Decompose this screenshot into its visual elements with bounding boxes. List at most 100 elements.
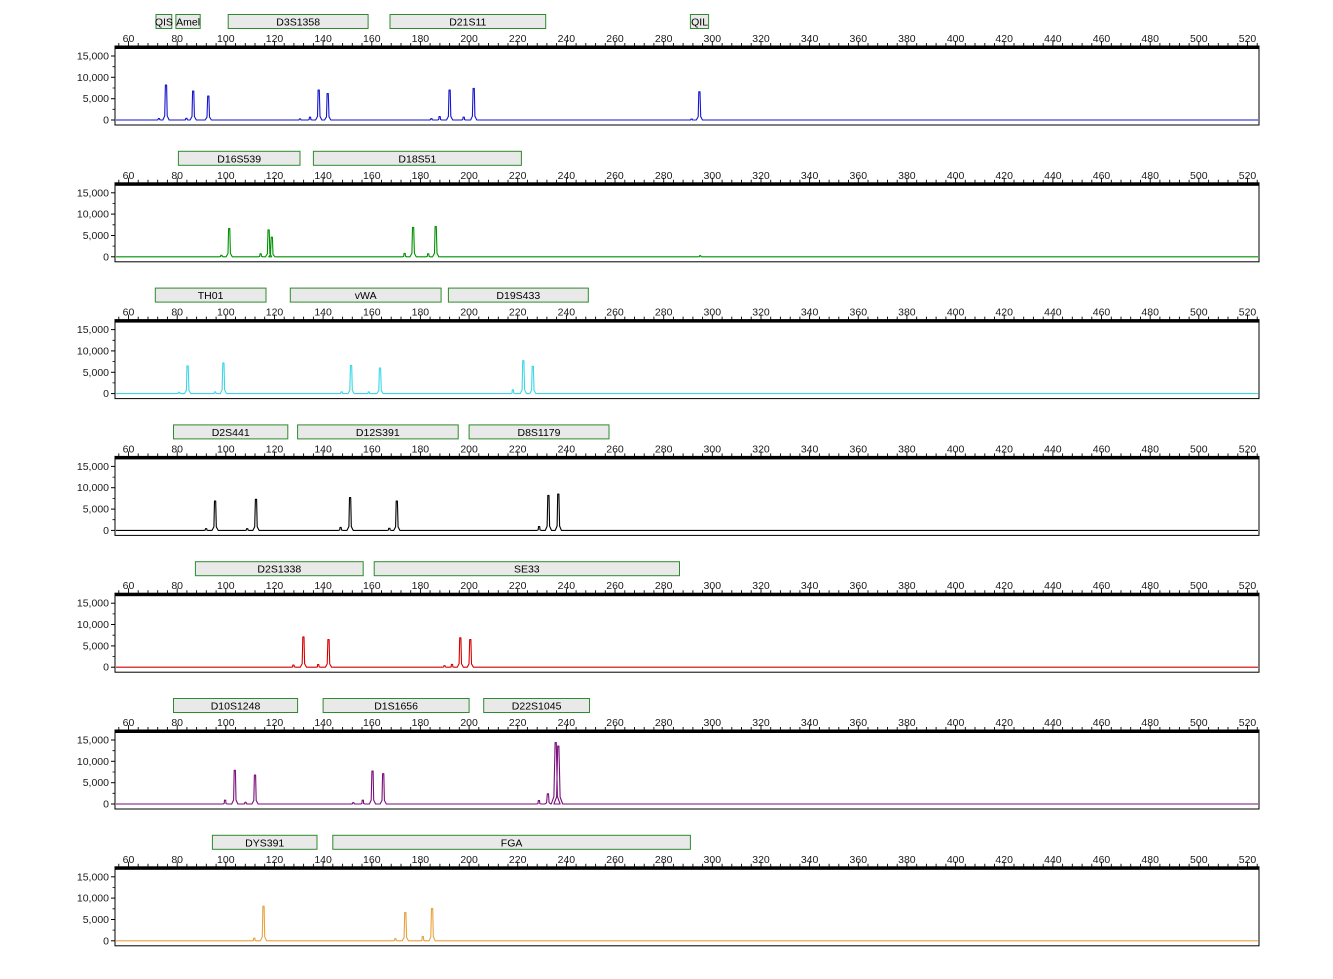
x-tick-label: 120 — [266, 33, 284, 45]
marker-label-D2S1338: D2S1338 — [257, 564, 301, 576]
x-tick-label: 140 — [314, 170, 332, 182]
x-tick-label: 340 — [801, 170, 819, 182]
marker-box-Amel[interactable] — [175, 14, 201, 29]
marker-box-SE33[interactable] — [373, 561, 680, 577]
x-axis-ticks — [118, 41, 1258, 46]
x-tick-label: 120 — [266, 717, 284, 729]
x-tick-label: 260 — [606, 170, 624, 182]
x-tick-label: 480 — [1141, 717, 1159, 729]
marker-label-TH01: TH01 — [198, 290, 224, 302]
marker-box-D2S1338[interactable] — [194, 561, 364, 577]
plot-area[interactable] — [114, 455, 1260, 536]
x-tick-label: 160 — [363, 580, 381, 592]
y-tick-label: 5,000 — [83, 777, 109, 789]
x-tick-label: 500 — [1190, 33, 1208, 45]
y-tick-label: 0 — [103, 251, 109, 263]
x-tick-label: 120 — [266, 307, 284, 319]
marker-box-D21S11[interactable] — [389, 14, 547, 29]
plot-area[interactable] — [114, 182, 1260, 263]
marker-box-D12S391[interactable] — [297, 424, 459, 440]
x-tick-label: 420 — [995, 33, 1013, 45]
y-tick-label: 0 — [103, 115, 109, 127]
dye-panel-cyan: TH01 vWA D19S433 60 80 100 120 140 160 180 200 220 2… — [77, 287, 1260, 400]
marker-box-D2S441[interactable] — [173, 424, 289, 440]
plot-area[interactable] — [114, 319, 1260, 400]
x-tick-label: 420 — [995, 854, 1013, 866]
x-tick-label: 60 — [123, 33, 135, 45]
marker-box-FGA[interactable] — [332, 834, 691, 850]
x-tick-label: 280 — [655, 170, 673, 182]
x-tick-label: 320 — [752, 170, 770, 182]
trace-black — [116, 493, 1258, 531]
y-tick-label: 5,000 — [83, 93, 109, 105]
x-tick-label: 420 — [995, 170, 1013, 182]
marker-box-vWA[interactable] — [289, 287, 442, 303]
x-tick-label: 500 — [1190, 854, 1208, 866]
marker-label-D1S1656: D1S1656 — [374, 701, 418, 713]
x-tick-label: 160 — [363, 307, 381, 319]
x-tick-label: 180 — [412, 170, 430, 182]
x-tick-label: 440 — [1044, 580, 1062, 592]
dye-panel-blue: QIS Amel D3S1358 D21S11 QIL 60 80 100 120 140 160 1… — [77, 14, 1260, 127]
x-tick-label: 220 — [509, 443, 527, 455]
x-tick-label: 380 — [898, 854, 916, 866]
y-minor-ticks — [112, 203, 115, 247]
plot-area[interactable] — [114, 592, 1260, 673]
x-tick-label: 80 — [171, 33, 183, 45]
plot-area[interactable] — [114, 729, 1260, 810]
marker-box-D10S1248[interactable] — [173, 698, 299, 713]
x-tick-label: 280 — [655, 717, 673, 729]
marker-box-TH01[interactable] — [154, 287, 267, 303]
x-tick-label: 460 — [1093, 717, 1111, 729]
marker-label-D2S441: D2S441 — [212, 427, 250, 439]
marker-box-D3S1358[interactable] — [227, 14, 369, 29]
marker-box-D1S1656[interactable] — [322, 698, 470, 713]
x-tick-label: 260 — [606, 443, 624, 455]
plot-area[interactable] — [114, 866, 1260, 947]
x-tick-label: 340 — [801, 307, 819, 319]
x-tick-label: 480 — [1141, 170, 1159, 182]
x-tick-label: 460 — [1093, 443, 1111, 455]
marker-label-D19S433: D19S433 — [496, 290, 540, 302]
x-tick-label: 260 — [606, 33, 624, 45]
marker-box-D18S51[interactable] — [312, 150, 522, 166]
x-axis-band — [115, 46, 1259, 49]
x-tick-label: 480 — [1141, 854, 1159, 866]
marker-box-D16S539[interactable] — [177, 150, 301, 166]
x-tick-label: 440 — [1044, 170, 1062, 182]
x-tick-label: 380 — [898, 580, 916, 592]
marker-box-QIL[interactable] — [689, 14, 710, 29]
x-tick-label: 80 — [171, 580, 183, 592]
dye-panel-black: D2S441 D12S391 D8S1179 60 80 100 120 140 160 180 2… — [77, 424, 1260, 537]
x-tick-label: 80 — [171, 307, 183, 319]
x-tick-label: 120 — [266, 170, 284, 182]
x-tick-label: 240 — [558, 717, 576, 729]
x-tick-label: 300 — [704, 443, 722, 455]
x-tick-label: 520 — [1239, 170, 1257, 182]
marker-box-D22S1045[interactable] — [483, 698, 591, 713]
x-tick-label: 440 — [1044, 307, 1062, 319]
x-tick-label: 420 — [995, 443, 1013, 455]
y-tick-label: 5,000 — [83, 914, 109, 926]
x-tick-label: 180 — [412, 717, 430, 729]
marker-box-D8S1179[interactable] — [468, 424, 610, 440]
x-tick-label: 140 — [314, 580, 332, 592]
x-tick-label: 220 — [509, 854, 527, 866]
x-tick-label: 260 — [606, 717, 624, 729]
marker-box-QIS[interactable] — [155, 14, 173, 29]
marker-box-DYS391[interactable] — [211, 834, 318, 850]
x-tick-label: 140 — [314, 33, 332, 45]
x-tick-label: 100 — [217, 717, 235, 729]
x-axis-ticks — [118, 314, 1258, 320]
x-tick-label: 220 — [509, 307, 527, 319]
plot-area[interactable] — [114, 45, 1260, 126]
x-tick-label: 480 — [1141, 307, 1159, 319]
marker-box-D19S433[interactable] — [447, 287, 589, 303]
x-tick-label: 340 — [801, 854, 819, 866]
x-tick-label: 100 — [217, 580, 235, 592]
x-tick-label: 140 — [314, 307, 332, 319]
x-axis-band — [115, 182, 1259, 186]
x-tick-label: 180 — [412, 854, 430, 866]
